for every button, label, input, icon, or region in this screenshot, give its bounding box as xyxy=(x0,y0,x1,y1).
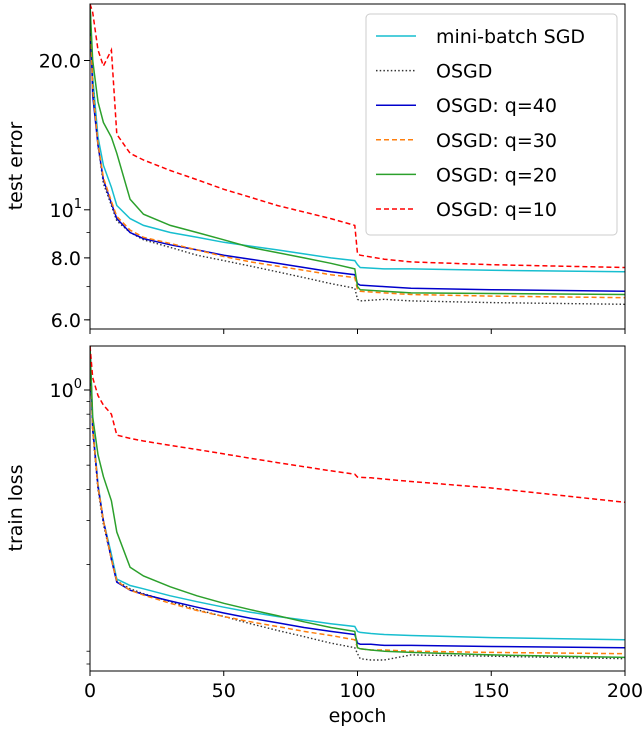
legend-label: OSGD: q=30 xyxy=(436,130,557,152)
train-loss-panel: 100 0 50 100 150 200 train loss epoch xyxy=(5,345,643,727)
x-tick-label: 100 xyxy=(339,680,375,702)
legend-label: OSGD xyxy=(436,61,492,83)
y-axis-label: test error xyxy=(5,122,27,211)
x-axis-label: epoch xyxy=(329,705,387,727)
series-group xyxy=(90,346,625,661)
series-line-osgd-q-30 xyxy=(90,4,625,299)
series-line-osgd-q-20 xyxy=(90,4,625,296)
y-tick-label: 101 xyxy=(50,197,82,222)
series-line-osgd-q-20 xyxy=(90,346,625,659)
plot-frame xyxy=(89,345,626,672)
legend-label: OSGD: q=20 xyxy=(436,164,557,186)
legend-box xyxy=(365,13,618,236)
y-tick-label: 100 xyxy=(50,377,82,402)
x-tick-label: 0 xyxy=(84,680,96,702)
y-axis-label: train loss xyxy=(5,465,27,552)
series-line-osgd-q-10 xyxy=(90,4,625,269)
x-tick-label: 200 xyxy=(607,680,643,702)
legend: mini-batch SGD OSGD OSGD: q=40 OSGD: q=30 OS… xyxy=(365,13,618,236)
y-tick-label: 8.0 xyxy=(51,248,81,270)
test-error-panel: 6.0 8.0 101 20.0 test error xyxy=(5,3,626,334)
series-line-osgd xyxy=(90,4,625,305)
x-tick-label: 150 xyxy=(473,680,509,702)
x-tick-label: 50 xyxy=(212,680,236,702)
y-tick-label: 6.0 xyxy=(51,310,81,332)
legend-label: OSGD: q=40 xyxy=(436,95,557,117)
series-line-osgd-q-40 xyxy=(90,346,625,649)
series-group xyxy=(90,4,625,305)
series-line-osgd xyxy=(90,346,625,661)
legend-label: OSGD: q=10 xyxy=(436,199,557,221)
series-line-mini-batch-sgd xyxy=(90,346,625,641)
series-line-osgd-q-10 xyxy=(90,346,625,504)
y-tick-label: 20.0 xyxy=(39,51,81,73)
series-line-osgd-q-30 xyxy=(90,346,625,655)
legend-label: mini-batch SGD xyxy=(436,26,585,48)
